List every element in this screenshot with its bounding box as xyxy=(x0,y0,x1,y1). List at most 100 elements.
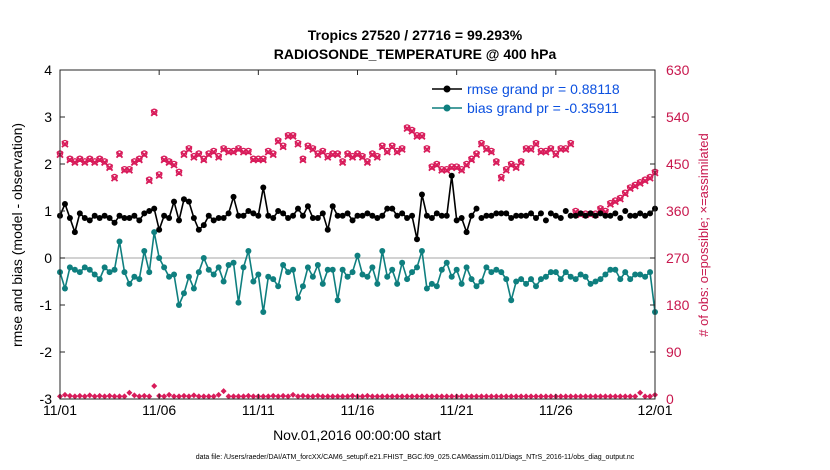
bias-point xyxy=(622,269,629,276)
obs-possible-point xyxy=(473,150,480,157)
legend-bias-marker xyxy=(443,104,451,112)
obs-assimilated-point xyxy=(502,166,510,174)
y-tick-label-right: 270 xyxy=(666,250,690,266)
obs-possible-point xyxy=(220,145,227,152)
obs-possible-point xyxy=(379,142,386,149)
obs-rejected-point xyxy=(71,393,78,400)
rmse-point xyxy=(299,212,306,219)
y-tick-label-right: 450 xyxy=(666,156,690,172)
y-tick-label-right: 360 xyxy=(666,203,690,219)
bias-point xyxy=(290,266,297,273)
bias-point xyxy=(235,299,242,306)
obs-assimilated-point xyxy=(527,145,535,154)
bias-point xyxy=(156,255,163,261)
rmse-point xyxy=(200,222,207,229)
obs-rejected-point xyxy=(200,393,207,400)
obs-assimilated-point xyxy=(185,145,193,154)
obs-rejected-point xyxy=(547,393,554,400)
bias-point xyxy=(185,273,192,280)
rmse-point xyxy=(71,229,78,236)
obs-possible-point xyxy=(165,158,173,165)
bias-point xyxy=(319,280,326,287)
rmse-point xyxy=(166,215,173,222)
bias-point xyxy=(299,283,306,290)
obs-possible-point xyxy=(398,145,406,152)
obs-rejected-point xyxy=(597,393,604,400)
bias-point xyxy=(547,269,554,276)
rmse-point xyxy=(448,172,455,179)
obs-assimilated-point xyxy=(110,174,119,182)
bias-point xyxy=(275,283,282,290)
obs-rejected-point xyxy=(582,393,589,400)
bias-point xyxy=(493,266,500,273)
obs-rejected-point xyxy=(364,392,371,399)
rmse-point xyxy=(324,226,331,233)
obs-assimilated-point xyxy=(418,132,426,140)
obs-possible-point xyxy=(145,176,153,183)
rmse-point xyxy=(642,212,649,219)
bias-point xyxy=(483,264,490,271)
obs-rejected-point xyxy=(518,393,525,400)
obs-possible-point xyxy=(160,155,168,163)
obs-assimilated-point xyxy=(175,169,183,177)
obs-rejected-point xyxy=(304,393,311,400)
bias-point xyxy=(280,262,287,269)
rmse-point xyxy=(176,217,182,224)
rmse-point xyxy=(443,212,450,219)
rmse-point xyxy=(632,212,639,219)
obs-assimilated-point xyxy=(289,132,297,140)
rmse-series xyxy=(57,172,658,243)
obs-rejected-point xyxy=(220,388,227,395)
obs-assimilated-point xyxy=(338,158,347,167)
obs-rejected-point xyxy=(86,392,93,399)
rmse-point xyxy=(205,212,212,219)
bias-point xyxy=(309,273,316,280)
bias-point xyxy=(458,280,465,287)
obs-possible-point xyxy=(136,155,143,163)
bias-point xyxy=(215,264,222,271)
obs-possible-point xyxy=(101,158,108,165)
obs-rejected-point xyxy=(319,393,326,400)
obs-assimilated-point xyxy=(244,148,253,156)
bias-point xyxy=(230,259,237,266)
obs-assimilated-point xyxy=(611,197,619,206)
obs-rejected-point xyxy=(245,392,252,399)
obs-rejected-point xyxy=(528,393,535,400)
rmse-point xyxy=(171,198,178,205)
bias-point xyxy=(433,283,440,290)
obs-assimilated-point xyxy=(81,158,89,167)
obs-assimilated-point xyxy=(348,153,357,161)
obs-possible-point xyxy=(646,173,654,181)
y-tick-label-left: 4 xyxy=(44,62,52,78)
obs-assimilated-point xyxy=(125,166,134,174)
bias-point xyxy=(647,269,654,276)
obs-rejected-point xyxy=(577,393,584,400)
bias-point xyxy=(508,297,515,304)
bias-point xyxy=(166,273,173,280)
obs-assimilated-point xyxy=(467,156,476,164)
obs-possible-point xyxy=(319,147,327,155)
bias-point xyxy=(632,271,639,278)
bias-point xyxy=(414,264,420,271)
rmse-point xyxy=(131,212,138,219)
rmse-point xyxy=(349,217,356,224)
axis-ticks: -3 -2 -1 0 1 2 3 4 0 90 180 270 360 450 540 630 11/01 11/… xyxy=(40,62,690,418)
obs-assimilated-point xyxy=(91,158,99,167)
rmse-point xyxy=(577,210,584,217)
rmse-point xyxy=(557,215,564,222)
obs-rejected-point xyxy=(141,392,148,399)
obs-rejected-point xyxy=(339,393,346,400)
obs-assimilated-point xyxy=(71,158,79,167)
bias-point xyxy=(81,264,88,271)
obs-assimilated-point xyxy=(443,166,451,174)
obs-assimilated-point xyxy=(105,164,114,172)
obs-possible-point xyxy=(116,150,123,157)
rmse-point xyxy=(503,210,510,217)
obs-assimilated-point xyxy=(567,140,575,148)
rmse-point xyxy=(582,212,589,219)
y-tick-label-left: 1 xyxy=(44,203,52,219)
bias-point xyxy=(314,262,321,269)
rmse-point xyxy=(369,212,376,219)
obs-rejected-point xyxy=(384,393,391,400)
obs-rejected-point xyxy=(230,393,237,400)
